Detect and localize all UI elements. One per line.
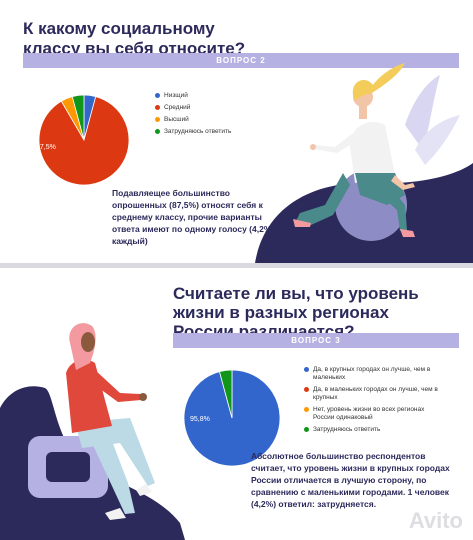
question-3-summary: Абсолютное большинство респондентов счит… bbox=[251, 451, 450, 509]
legend-item: Затрудняюсь ответить bbox=[155, 128, 265, 136]
legend-label: Да, в маленьких городах он лучше, чем в … bbox=[313, 386, 438, 401]
legend-item: Да, в маленьких городах он лучше, чем в … bbox=[304, 386, 444, 402]
pie-slice bbox=[218, 369, 233, 419]
question-3-panel: Считаете ли вы, что уровень жизни в разн… bbox=[0, 268, 473, 540]
legend-dot-icon bbox=[304, 407, 309, 412]
question-3-banner: ВОПРОС 3 bbox=[173, 333, 459, 348]
legend-item: Высший bbox=[155, 116, 265, 124]
legend-dot-icon bbox=[304, 367, 309, 372]
legend-item: Низщий bbox=[155, 92, 265, 100]
pie-slice-label: 87,5% bbox=[36, 144, 56, 151]
woman-on-ball-illustration bbox=[255, 63, 473, 263]
legend-label: Нет, уровень жизни во всех регионах Росс… bbox=[313, 406, 425, 421]
legend-dot-icon bbox=[304, 387, 309, 392]
legend-item: Затрудняюсь ответить bbox=[304, 426, 444, 434]
legend-label: Да, в крупных городах он лучше, чем в ма… bbox=[313, 366, 431, 381]
question-2-panel: К какому социальному классу вы себя отно… bbox=[0, 0, 473, 263]
panel-divider bbox=[0, 263, 473, 268]
legend-q3: Да, в крупных городах он лучше, чем в ма… bbox=[304, 366, 444, 438]
legend-dot-icon bbox=[155, 93, 160, 98]
legend-label: Низщий bbox=[164, 92, 188, 99]
legend-label: Средний bbox=[164, 104, 191, 111]
legend-label: Затрудняюсь ответить bbox=[164, 128, 232, 135]
legend-dot-icon bbox=[155, 105, 160, 110]
legend-item: Средний bbox=[155, 104, 265, 112]
pie-chart-q2: 87,5% bbox=[36, 94, 130, 186]
pie-slice bbox=[38, 96, 130, 186]
pie-slice bbox=[71, 94, 85, 141]
pie-slice-label: 95,8% bbox=[190, 416, 210, 423]
legend-label: Высший bbox=[164, 116, 189, 123]
watermark-logo: Avito bbox=[408, 508, 463, 533]
legend-q2: Низщий Средний Высший Затрудняюсь ответи… bbox=[155, 92, 265, 140]
legend-dot-icon bbox=[304, 427, 309, 432]
question-2-banner: ВОПРОС 2 bbox=[23, 53, 459, 68]
pie-chart-q3: 95,8% bbox=[183, 369, 281, 467]
legend-dot-icon bbox=[155, 117, 160, 122]
legend-dot-icon bbox=[155, 129, 160, 134]
question-2-summary: Подавляещее большинство опрошенных (87,5… bbox=[112, 188, 272, 246]
legend-item: Да, в крупных городах он лучше, чем в ма… bbox=[304, 366, 444, 382]
legend-item: Нет, уровень жизни во всех регионах Росс… bbox=[304, 406, 444, 422]
woman-sitting-illustration bbox=[0, 323, 185, 540]
legend-label: Затрудняюсь ответить bbox=[313, 426, 381, 433]
